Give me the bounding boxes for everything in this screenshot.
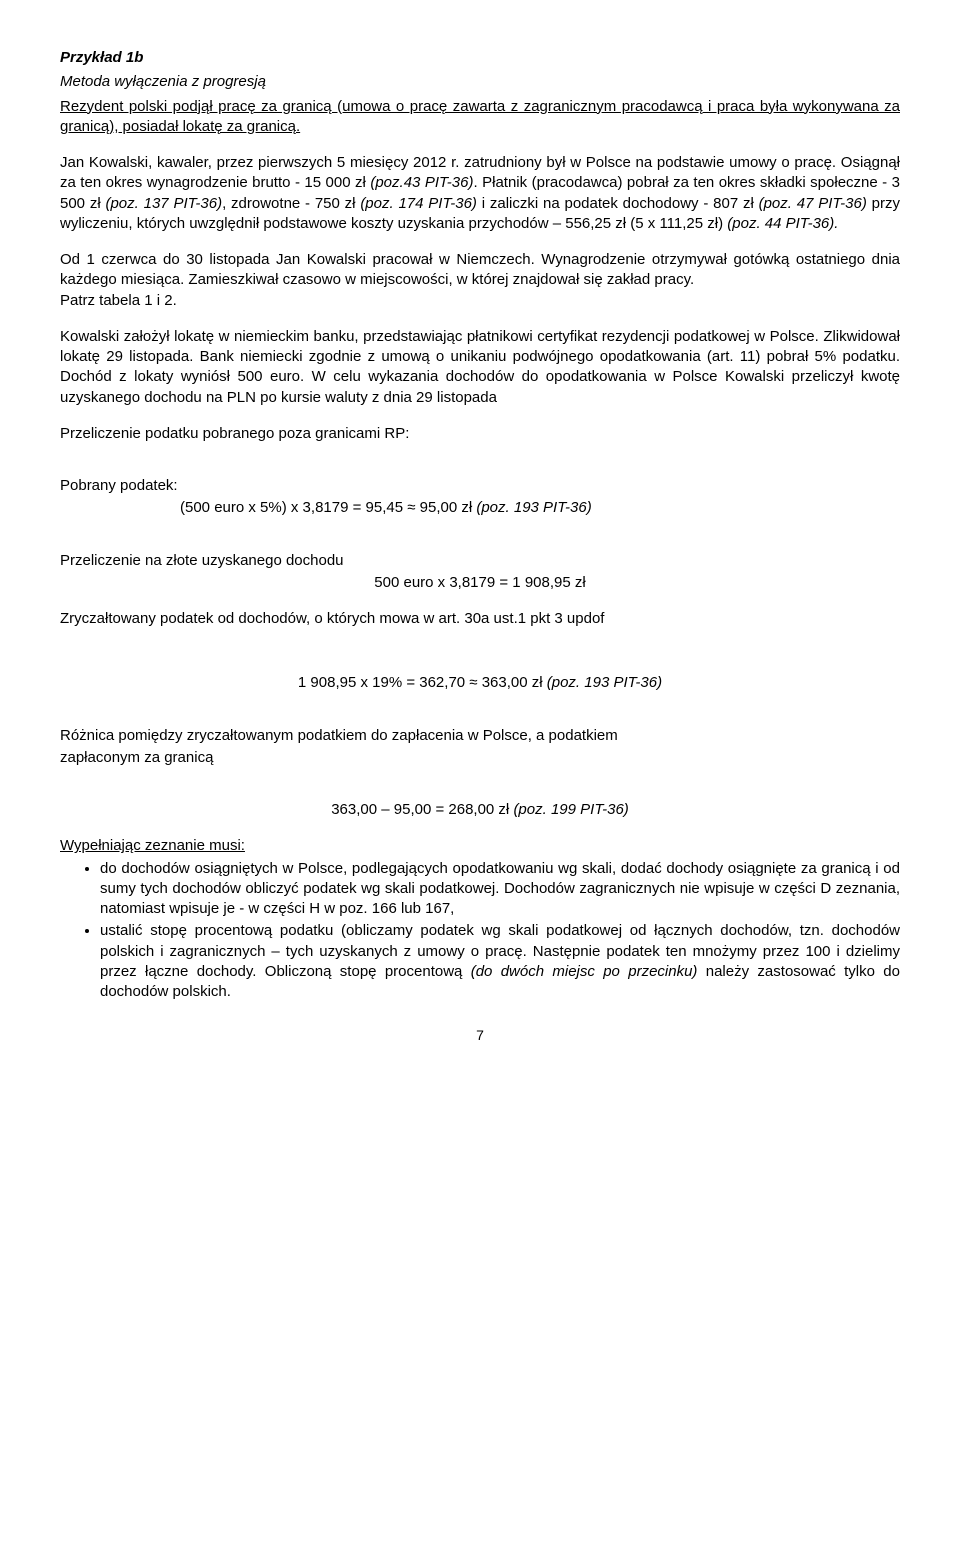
bullet-list: do dochodów osiągniętych w Polsce, podle… — [60, 859, 900, 1003]
paragraph-3: Kowalski założył lokatę w niemieckim ban… — [60, 327, 900, 408]
paragraph-6: Przeliczenie na złote uzyskanego dochodu — [60, 551, 900, 571]
paragraph-8a: Różnica pomiędzy zryczałtowanym podatkie… — [60, 726, 900, 746]
p1-cite-b: (poz.43 PIT-36) — [370, 174, 473, 191]
p1-text-e: i zaliczki na podatek dochodowy - 807 zł — [477, 195, 759, 212]
p1-cite-d: (poz. 174 PIT-36) — [360, 195, 477, 212]
example-number: Przykład 1b — [60, 48, 900, 68]
bullet-1: do dochodów osiągniętych w Polsce, podle… — [100, 859, 900, 920]
calc4-text: 363,00 – 95,00 = 268,00 zł — [331, 801, 513, 818]
paragraph-8b: zapłaconym za granicą — [60, 748, 900, 768]
p1-cite-f: (poz. 44 PIT-36). — [727, 215, 838, 232]
page-number: 7 — [60, 1026, 900, 1045]
tax-calc-1: (500 euro x 5%) x 3,8179 = 95,45 ≈ 95,00… — [60, 498, 900, 518]
tax-label: Pobrany podatek: — [60, 476, 900, 496]
bullet2-cite: (do dwóch miejsc po przecinku) — [471, 963, 698, 980]
intro-text: Rezydent polski podjął pracę za granicą … — [60, 98, 900, 135]
p1-text-a: Jan Kowalski, kawaler, przez pierwszych … — [60, 154, 836, 171]
p2-text: Od 1 czerwca do 30 listopada Jan Kowalsk… — [60, 251, 900, 288]
calc3-text: 1 908,95 x 19% = 362,70 ≈ 363,00 zł — [298, 674, 547, 691]
p2b-text: Patrz tabela 1 i 2. — [60, 292, 177, 309]
calc3-cite: (poz. 193 PIT-36) — [547, 674, 662, 691]
paragraph-7: Zryczałtowany podatek od dochodów, o któ… — [60, 609, 900, 629]
paragraph-4: Przeliczenie podatku pobranego poza gran… — [60, 424, 900, 444]
p1-cite-c: (poz. 137 PIT-36) — [105, 195, 222, 212]
calc1-cite: (poz. 193 PIT-36) — [476, 499, 591, 516]
paragraph-1: Jan Kowalski, kawaler, przez pierwszych … — [60, 153, 900, 234]
calc-3: 1 908,95 x 19% = 362,70 ≈ 363,00 zł (poz… — [60, 673, 900, 693]
calc-4: 363,00 – 95,00 = 268,00 zł (poz. 199 PIT… — [60, 800, 900, 820]
must-label: Wypełniając zeznanie musi: — [60, 836, 900, 856]
p1-text-d: , zdrowotne - 750 zł — [222, 195, 360, 212]
method-title: Metoda wyłączenia z progresją — [60, 72, 900, 92]
calc1-text: (500 euro x 5%) x 3,8179 = 95,45 ≈ 95,00… — [180, 499, 476, 516]
intro-paragraph: Rezydent polski podjął pracę za granicą … — [60, 97, 900, 138]
p1-cite-e: (poz. 47 PIT-36) — [759, 195, 867, 212]
calc4-cite: (poz. 199 PIT-36) — [513, 801, 628, 818]
bullet-2: ustalić stopę procentową podatku (oblicz… — [100, 921, 900, 1002]
paragraph-2: Od 1 czerwca do 30 listopada Jan Kowalsk… — [60, 250, 900, 311]
calc-2: 500 euro x 3,8179 = 1 908,95 zł — [60, 573, 900, 593]
